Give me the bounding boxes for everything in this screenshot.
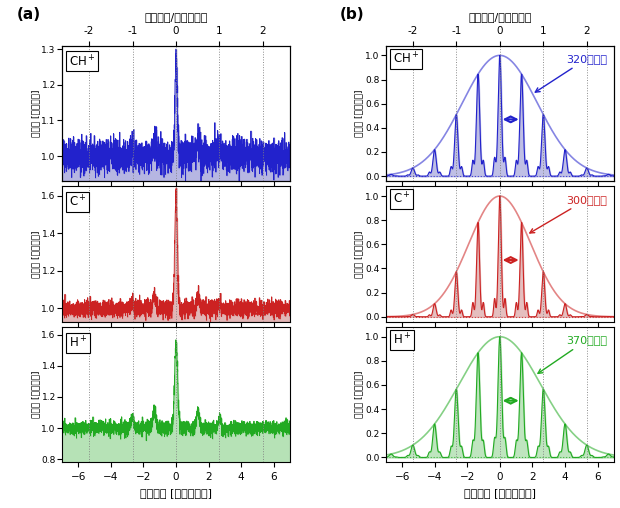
X-axis label: 遅延時間/基本波周期: 遅延時間/基本波周期 <box>144 12 208 22</box>
Y-axis label: 生成量 [任意単位]: 生成量 [任意単位] <box>355 230 364 278</box>
Text: 370アト秒: 370アト秒 <box>538 335 607 373</box>
Y-axis label: 生成量 [任意単位]: 生成量 [任意単位] <box>355 89 364 137</box>
Text: (b): (b) <box>340 7 365 22</box>
Text: CH$^+$: CH$^+$ <box>392 51 419 67</box>
Y-axis label: 生成量 [任意単位]: 生成量 [任意単位] <box>31 230 40 278</box>
X-axis label: 遅延時間 [フェムト秒]: 遅延時間 [フェムト秒] <box>140 488 212 497</box>
X-axis label: 遅延時間/基本波周期: 遅延時間/基本波周期 <box>468 12 531 22</box>
Text: 320アト秒: 320アト秒 <box>535 54 607 92</box>
Y-axis label: 生成量 [任意単位]: 生成量 [任意単位] <box>355 371 364 419</box>
X-axis label: 遅延時間 [フェムト秒]: 遅延時間 [フェムト秒] <box>464 488 536 497</box>
Text: CH$^+$: CH$^+$ <box>69 54 95 69</box>
Text: 300アト秒: 300アト秒 <box>530 195 607 233</box>
Text: H$^+$: H$^+$ <box>69 335 87 351</box>
Y-axis label: 生成量 [任意単位]: 生成量 [任意単位] <box>31 371 40 419</box>
Text: H$^+$: H$^+$ <box>392 332 411 348</box>
Y-axis label: 生成量 [任意単位]: 生成量 [任意単位] <box>31 89 40 137</box>
Text: C$^+$: C$^+$ <box>392 192 410 207</box>
Text: (a): (a) <box>16 7 40 22</box>
Text: C$^+$: C$^+$ <box>69 195 87 210</box>
